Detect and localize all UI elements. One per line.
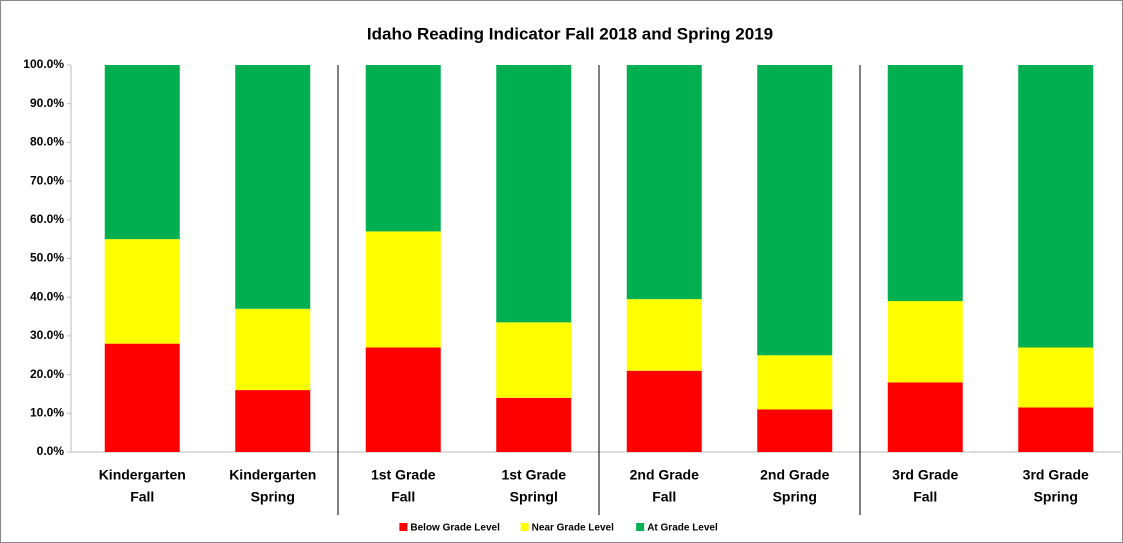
x-tick-label: 1st Grade — [371, 467, 436, 483]
x-tick-label: Fall — [913, 489, 937, 505]
bar-segment — [104, 65, 180, 240]
x-tick-label: 2nd Grade — [760, 467, 829, 483]
y-tick-label: 80.0% — [30, 135, 64, 149]
bar-segment — [626, 299, 702, 371]
x-tick-label: 1st Grade — [501, 467, 566, 483]
legend-label: Near Grade Level — [532, 523, 614, 534]
y-tick-label: 100.0% — [23, 57, 64, 71]
y-tick-label: 40.0% — [30, 289, 64, 303]
bar-segment — [496, 65, 572, 323]
bar-segment — [887, 301, 963, 383]
x-tick-label: 3rd Grade — [892, 467, 958, 483]
x-tick-label: Fall — [130, 489, 154, 505]
x-tick-label: Kindergarten — [229, 467, 316, 483]
y-tick-label: 30.0% — [30, 328, 64, 342]
bar-segment — [757, 355, 833, 410]
x-tick-label: Fall — [391, 489, 415, 505]
y-tick-label: 0.0% — [37, 444, 65, 458]
bar-segment — [1018, 65, 1094, 348]
x-tick-label: Spring — [773, 489, 817, 505]
bar-segment — [1018, 347, 1094, 408]
x-tick-label: Spring — [251, 489, 295, 505]
bar-segment — [365, 65, 441, 232]
bar-segment — [235, 308, 311, 391]
bar-segment — [235, 65, 311, 309]
bar-segment — [496, 322, 572, 398]
bar-segment — [626, 370, 702, 452]
y-tick-label: 50.0% — [30, 251, 64, 265]
y-tick-label: 60.0% — [30, 212, 64, 226]
bar-segment — [757, 65, 833, 356]
x-tick-label: Kindergarten — [99, 467, 186, 483]
x-tick-label: 3rd Grade — [1023, 467, 1089, 483]
y-tick-label: 70.0% — [30, 173, 64, 187]
chart-title: Idaho Reading Indicator Fall 2018 and Sp… — [367, 24, 773, 43]
x-tick-label: Fall — [652, 489, 676, 505]
legend-swatch — [636, 523, 645, 531]
legend-label: Below Grade Level — [410, 523, 500, 534]
legend-swatch — [399, 523, 408, 531]
x-tick-label: 2nd Grade — [630, 467, 699, 483]
bar-segment — [1018, 407, 1094, 452]
y-tick-label: 90.0% — [30, 96, 64, 110]
bar-segment — [235, 390, 311, 452]
legend-swatch — [520, 523, 529, 531]
y-tick-label: 20.0% — [30, 367, 64, 381]
bar-segment — [104, 343, 180, 452]
bar-segment — [365, 231, 441, 348]
bar-segment — [626, 65, 702, 300]
legend-label: At Grade Level — [647, 523, 718, 534]
x-tick-label: Springl — [510, 489, 558, 505]
x-tick-label: Spring — [1034, 489, 1078, 505]
bar-segment — [365, 347, 441, 452]
bar-segment — [104, 239, 180, 344]
bar-segment — [887, 65, 963, 302]
y-tick-label: 10.0% — [30, 405, 64, 419]
bar-segment — [496, 397, 572, 452]
bar-segment — [757, 409, 833, 452]
bar-segment — [887, 382, 963, 452]
